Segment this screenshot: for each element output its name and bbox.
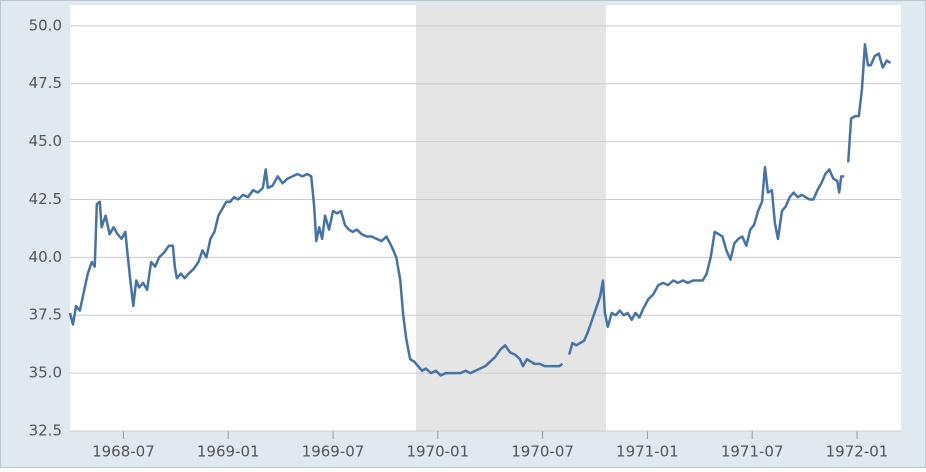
y-tick-label: 47.5 [29, 74, 62, 92]
data-line [68, 168, 564, 377]
y-tick-label: 35.0 [29, 364, 62, 382]
x-tick-label: 1970-07 [511, 443, 574, 461]
x-tick-label: 1972-01 [826, 443, 889, 461]
y-tick-label: 50.0 [29, 16, 62, 34]
data-line [568, 165, 845, 355]
x-tick-label: 1969-01 [197, 443, 260, 461]
y-tick-label: 32.5 [29, 422, 62, 440]
y-tick-label: 37.5 [29, 306, 62, 324]
data-line [846, 43, 892, 163]
y-tick-label: 42.5 [29, 190, 62, 208]
recession-shade [416, 5, 606, 431]
y-tick-label: 45.0 [29, 132, 62, 150]
x-tick-label: 1971-07 [721, 443, 784, 461]
x-tick-label: 1969-07 [302, 443, 365, 461]
y-tick-label: 40.0 [29, 248, 62, 266]
x-tick-label: 1971-01 [616, 443, 679, 461]
x-tick-label: 1968-07 [92, 443, 155, 461]
x-tick-label: 1970-01 [406, 443, 469, 461]
